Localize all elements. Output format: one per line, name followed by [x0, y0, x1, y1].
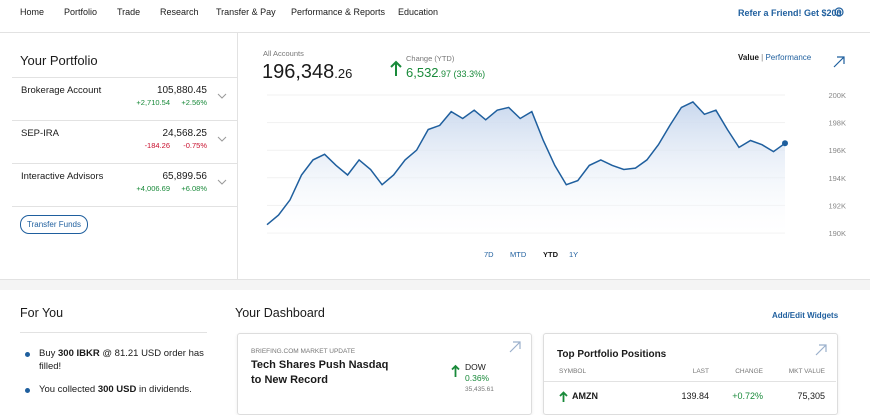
expand-icon[interactable] — [509, 341, 521, 353]
notification-text: Buy — [39, 348, 59, 359]
notification-text: 300 USD — [97, 384, 137, 395]
headline[interactable]: to New Record — [251, 374, 329, 386]
y-tick-label: 196K — [828, 146, 846, 155]
positions-title: Top Portfolio Positions — [557, 349, 667, 360]
area — [267, 101, 785, 234]
dashboard-title: Your Dashboard — [235, 306, 325, 320]
account-pct: -0.75% — [183, 141, 207, 150]
period-button[interactable]: YTD — [543, 250, 559, 259]
account-name[interactable]: Brokerage Account — [21, 85, 102, 96]
notification: Buy 300 IBKR @ 81.21 USD order has — [39, 348, 204, 359]
last-point — [782, 140, 788, 147]
nav-item[interactable]: Portfolio — [64, 7, 98, 17]
section-gap — [0, 279, 870, 290]
period-button[interactable]: 1Y — [569, 250, 578, 259]
y-tick-label: 192K — [828, 201, 846, 210]
position-cell[interactable]: AMZN — [572, 391, 598, 401]
view-performance[interactable]: Performance — [765, 53, 812, 62]
change-rest: .97 (33.3%) — [438, 69, 486, 79]
account-pct: +6.08% — [181, 184, 207, 193]
expand-icon[interactable] — [833, 56, 845, 68]
notification-text: 300 IBKR — [58, 348, 100, 359]
column-header: LAST — [692, 368, 709, 375]
divider — [12, 206, 237, 207]
notification-text: filled! — [39, 361, 62, 372]
chevron[interactable] — [217, 93, 227, 99]
total-main: 196,348 — [262, 61, 335, 83]
value-chart: 190K 192K 194K 196K 198K 200K 7D MTD YTD 1Y — [266, 91, 846, 259]
up-arrow — [451, 364, 460, 377]
account-value: 105,880.45 — [156, 85, 207, 96]
all-accounts-label: All Accounts — [263, 49, 304, 58]
y-tick-label: 198K — [828, 119, 846, 128]
chevron[interactable] — [217, 136, 227, 142]
notification-text: @ 81.21 USD order has — [99, 348, 204, 359]
nav-item[interactable]: Trade — [117, 7, 141, 17]
divider — [544, 381, 836, 382]
change-label: Change (YTD) — [406, 54, 455, 63]
period-button[interactable]: MTD — [510, 250, 527, 259]
index-name: DOW — [465, 362, 486, 372]
notification-text: You collected — [39, 384, 98, 395]
account-value: 65,899.56 — [162, 171, 208, 182]
index-value: 35,435.61 — [465, 386, 494, 393]
nav-item[interactable]: Home — [20, 7, 45, 17]
position-cell: 75,305 — [797, 391, 825, 401]
refer-icon — [834, 7, 844, 17]
column-header: SYMBOL — [559, 368, 587, 375]
period-button[interactable]: 7D — [484, 250, 494, 259]
bullet — [25, 352, 30, 357]
change-main: 6,532 — [406, 65, 439, 80]
divider — [237, 33, 238, 279]
headline[interactable]: Tech Shares Push Nasdaq — [251, 359, 389, 371]
divider — [20, 332, 207, 333]
divider — [12, 120, 237, 121]
for-you-title: For You — [20, 306, 64, 320]
position-cell: +0.72% — [732, 391, 763, 401]
total-cents: .26 — [334, 66, 353, 81]
notification: You collected 300 USD in dividends. — [39, 384, 192, 395]
view-value[interactable]: Value — [738, 53, 759, 62]
nav-item[interactable]: Research — [160, 7, 199, 17]
notification-text: in dividends. — [136, 384, 192, 395]
portfolio-title: Your Portfolio — [20, 53, 98, 68]
account-change: +2,710.54 — [136, 98, 170, 107]
value-line — [266, 100, 786, 226]
edit-widgets[interactable]: Add/Edit Widgets — [772, 311, 839, 320]
account-name[interactable]: SEP-IRA — [21, 128, 60, 139]
change: 6,532.97 (33.3%) — [406, 65, 485, 80]
account-change: +4,006.69 — [136, 184, 170, 193]
briefing-source: BRIEFING.COM MARKET UPDATE — [251, 348, 356, 355]
expand-icon[interactable] — [815, 344, 827, 356]
y-tick-label: 194K — [828, 174, 846, 183]
divider — [12, 77, 237, 78]
index-change: 0.36% — [465, 373, 490, 383]
transfer-button[interactable]: Transfer Funds — [20, 215, 88, 234]
y-tick-label: 190K — [828, 229, 846, 238]
bullet — [25, 388, 30, 393]
account-name[interactable]: Interactive Advisors — [21, 171, 104, 182]
divider — [0, 32, 870, 33]
account-pct: +2.56% — [181, 98, 207, 107]
up-arrow — [559, 391, 568, 402]
chevron[interactable] — [217, 179, 227, 185]
position-cell: 139.84 — [681, 391, 709, 401]
view-sep: | — [761, 53, 764, 62]
refer-link[interactable]: Refer a Friend! Get $200 — [738, 8, 842, 18]
nav-item[interactable]: Transfer & Pay — [216, 7, 276, 17]
account-value: 24,568.25 — [162, 128, 208, 139]
account-change: -184.26 — [144, 141, 170, 150]
divider — [12, 163, 237, 164]
y-tick-label: 200K — [828, 91, 846, 100]
page: Home Portfolio Trade Research Transfer & Pay… — [0, 7, 870, 415]
up-arrow — [390, 60, 402, 76]
total: 196,348.26 — [262, 61, 352, 84]
column-header: MKT VALUE — [788, 368, 825, 375]
column-header: CHANGE — [735, 368, 763, 375]
nav-item[interactable]: Performance & Reports — [291, 7, 386, 17]
nav-item[interactable]: Education — [398, 7, 439, 17]
